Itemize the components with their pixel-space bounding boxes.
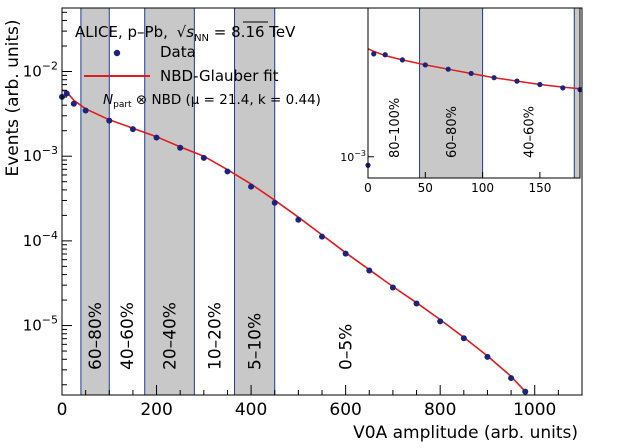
x-tick-label: 400 [235, 400, 267, 420]
data-point [129, 126, 136, 133]
inset-x-tick-label: 100 [471, 181, 494, 195]
class-label: 60–80% [86, 302, 106, 370]
data-point [295, 216, 302, 223]
x-tick-label: 600 [329, 400, 361, 420]
inset-data-point [382, 52, 388, 58]
energy-value: = 8.16 TeV [209, 23, 296, 41]
class-label: 40–60% [118, 302, 138, 370]
inset-x-tick-label: 50 [418, 181, 433, 195]
data-point [224, 168, 231, 175]
x-axis-title: V0A amplitude (arb. units) [353, 423, 578, 443]
x-tick-label: 0 [57, 400, 68, 420]
y-axis-title: Events (arb. units) [3, 19, 23, 176]
legend-data-marker [113, 49, 121, 57]
inset-data-point [514, 78, 520, 84]
legend-fit-label: NBD-Glauber fit [160, 67, 279, 85]
inset-class-label: 60–80% [445, 106, 460, 158]
inset-x-tick-label: 0 [364, 181, 372, 195]
data-point [106, 117, 113, 124]
legend-data-label: Data [160, 43, 196, 61]
inset-class-band [419, 8, 483, 178]
inset-data-point [422, 62, 428, 68]
x-tick-label: 1000 [513, 400, 556, 420]
y-tick-label: 10−4 [23, 229, 58, 250]
data-point [70, 100, 77, 107]
inset-data-point [491, 75, 497, 81]
y-tick-label: 10−5 [23, 314, 58, 335]
data-point [248, 183, 255, 190]
data-point [200, 154, 207, 161]
class-band [80, 8, 110, 395]
data-point [271, 199, 278, 206]
data-point [177, 144, 184, 151]
data-point [63, 90, 70, 97]
class-label: 5–10% [246, 313, 266, 370]
x-tick-label: 200 [140, 400, 172, 420]
data-point [153, 134, 160, 141]
legend-header: ALICE, p–Pb, √sNN = 8.16 TeV [75, 23, 296, 44]
data-point [342, 250, 349, 257]
data-point [522, 388, 529, 395]
y-tick-label: 10−2 [23, 60, 58, 81]
inset-class-label: 40–60% [522, 106, 537, 158]
data-point [82, 107, 89, 114]
inset-data-point [399, 57, 405, 63]
x-tick-label: 800 [424, 400, 456, 420]
data-point [437, 318, 444, 325]
y-tick-label: 10−3 [23, 144, 58, 165]
class-label: 20–40% [161, 302, 181, 370]
inset-data-point [560, 85, 566, 91]
data-point [389, 284, 396, 291]
data-point [366, 267, 373, 274]
energy-subscript: NN [194, 33, 209, 44]
inset-frame [367, 7, 581, 179]
class-label: 10–20% [205, 302, 225, 370]
data-point [508, 375, 515, 382]
inset-class-band [574, 8, 580, 178]
class-band [144, 8, 195, 395]
class-label: 0–5% [337, 324, 357, 370]
inset-data-point [371, 51, 377, 57]
inset-data-point [468, 70, 474, 77]
energy-symbol: s [186, 23, 194, 41]
data-point [319, 233, 325, 240]
data-point [460, 335, 467, 342]
inset-data-point [445, 66, 451, 72]
legend: ALICE, p–Pb, √sNN = 8.16 TeV Data NBD-Gl… [75, 21, 321, 110]
legend-fit-params: Npart ⊗ NBD (μ = 21.4, k = 0.44) [103, 92, 321, 110]
inset-class-label: 80–100% [388, 98, 403, 158]
inset-x-tick-label: 150 [528, 181, 551, 195]
data-point [484, 353, 491, 360]
inset-data-point [537, 81, 543, 88]
inset-y-tick-label: 10−3 [340, 149, 366, 164]
data-point [413, 300, 420, 307]
class-band [234, 8, 275, 395]
